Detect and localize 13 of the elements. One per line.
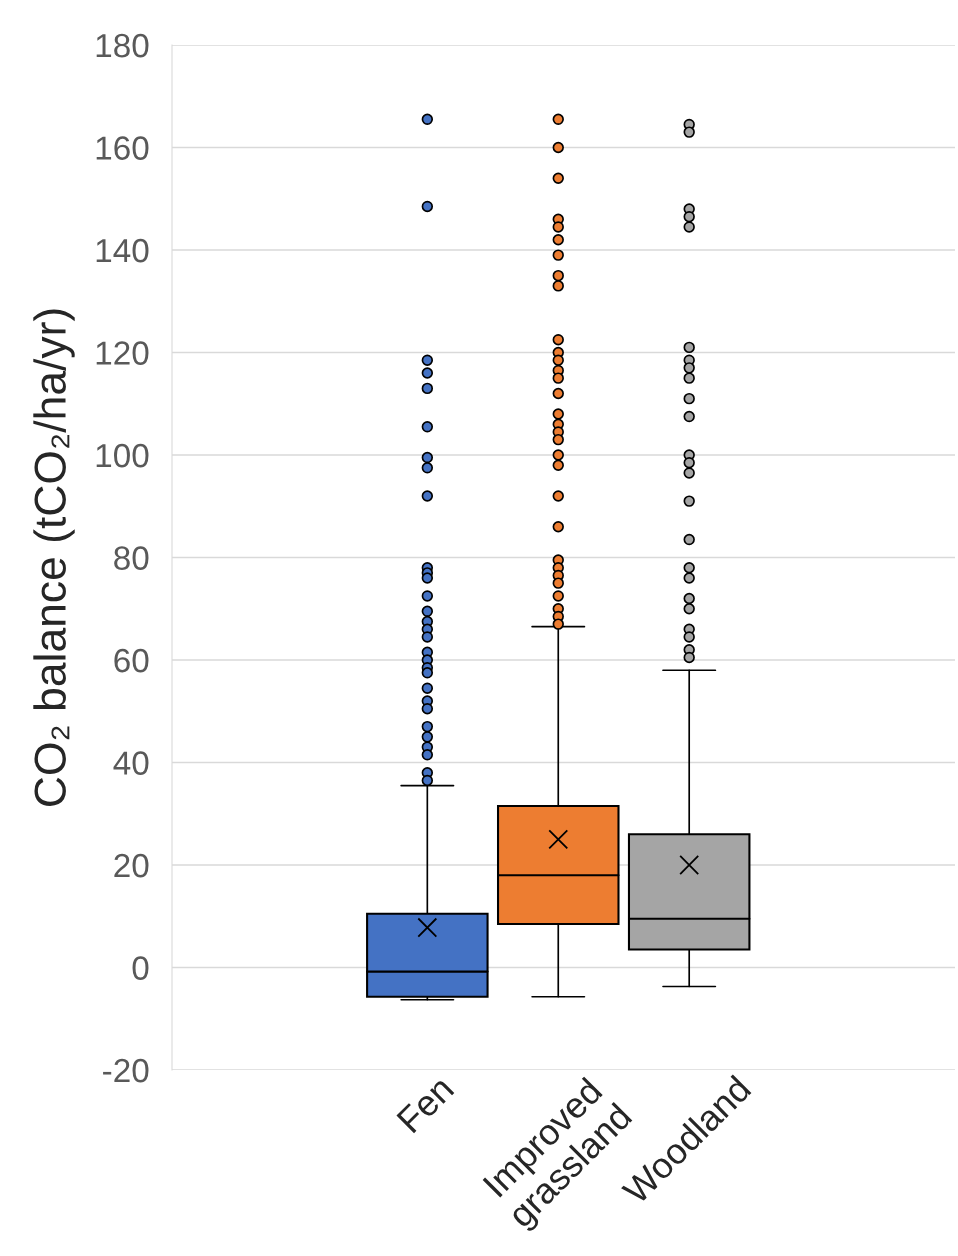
y-tick-label: 80 (114, 546, 149, 570)
y-tick-label: 140 (96, 238, 149, 263)
x-tick-label: Fen (396, 1075, 455, 1134)
y-tick-label: -20 (103, 1058, 149, 1083)
y-tick-label: 160 (96, 136, 149, 160)
y-tick-label: 40 (113, 751, 149, 775)
y-tick-label: 100 (96, 443, 149, 468)
y-tick-label: 20 (114, 853, 149, 878)
y-axis-title: CO₂ balance (tCO₂/ha/yr) (33, 309, 75, 806)
y-tick-label: 0 (132, 956, 149, 980)
y-tick-label: 120 (96, 341, 149, 365)
y-tick-label: 60 (114, 648, 149, 673)
y-tick-label: 180 (96, 33, 149, 58)
